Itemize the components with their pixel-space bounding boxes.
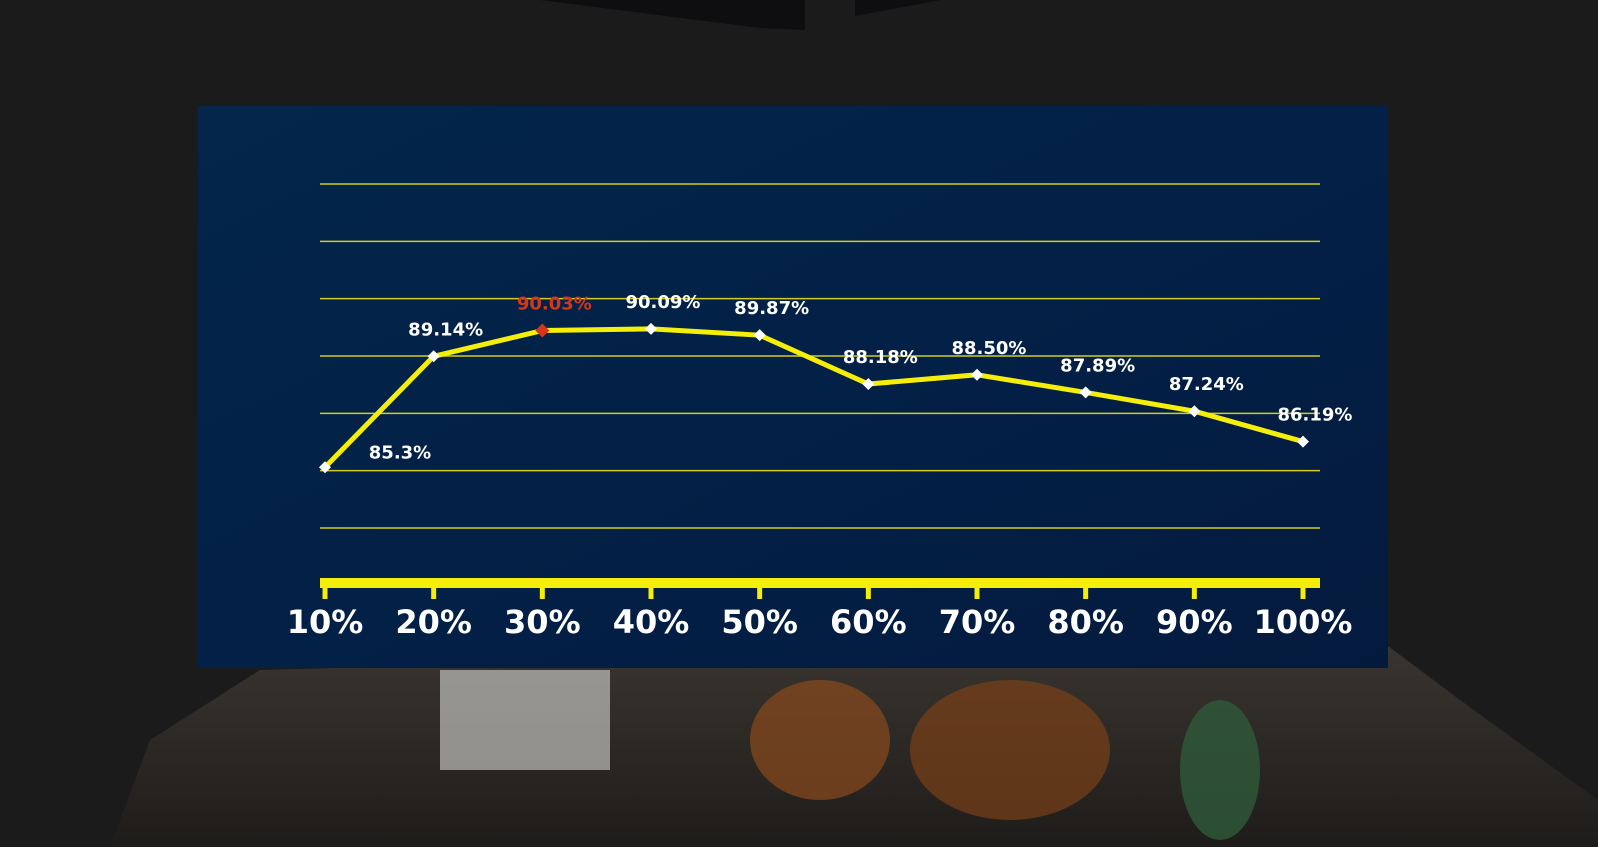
x-tick-label: 20% [395, 603, 472, 641]
data-point [1079, 386, 1092, 399]
data-point [971, 368, 983, 381]
data-label: 87.89% [1060, 355, 1135, 376]
series-line [323, 326, 1304, 470]
data-label: 87.24% [1169, 374, 1244, 395]
x-tick [865, 585, 871, 599]
x-tick-label: 100% [1254, 603, 1353, 641]
data-label: 85.3% [369, 442, 431, 463]
x-tick [431, 585, 437, 599]
x-tick-label: 90% [1156, 603, 1233, 641]
x-tick [1300, 585, 1306, 599]
photo-details [440, 670, 1260, 840]
x-tick [757, 585, 763, 599]
data-label: 88.50% [952, 338, 1027, 359]
x-tick [322, 585, 328, 599]
x-tick-label: 10% [287, 603, 364, 641]
data-point [427, 350, 440, 363]
data-label: 89.14% [408, 319, 483, 340]
plot: 10% 20% 30% 40% 50% 60% 70% 80% 90% 100% 85.3% 89.1… [287, 292, 1353, 641]
product-edge [855, 0, 940, 16]
x-tick [648, 585, 654, 599]
x-tick-label: 80% [1047, 603, 1124, 641]
data-point [1297, 435, 1309, 448]
data-label: 90.03% [517, 294, 592, 315]
data-point [753, 329, 766, 342]
x-tick [539, 585, 545, 599]
x-tick-label: 50% [721, 603, 798, 641]
x-tick [1083, 585, 1089, 599]
data-point [1188, 405, 1201, 418]
x-tick [974, 585, 980, 599]
product-edge [540, 0, 805, 30]
grid [320, 183, 1320, 529]
x-tick-label: 60% [830, 603, 907, 641]
data-label: 90.09% [626, 292, 701, 313]
data-label: 88.18% [843, 347, 918, 368]
x-tick-label: 30% [504, 603, 581, 641]
x-tick [1191, 585, 1197, 599]
data-point [862, 378, 875, 391]
data-point [645, 322, 657, 335]
data-label: 89.87% [734, 298, 809, 319]
data-label: 86.19% [1278, 405, 1353, 426]
data-point [319, 461, 331, 474]
x-axis [320, 578, 1320, 588]
chart-panel [198, 106, 1388, 668]
data-point [535, 323, 550, 338]
x-tick-label: 70% [939, 603, 1016, 641]
x-tick-label: 40% [613, 603, 690, 641]
